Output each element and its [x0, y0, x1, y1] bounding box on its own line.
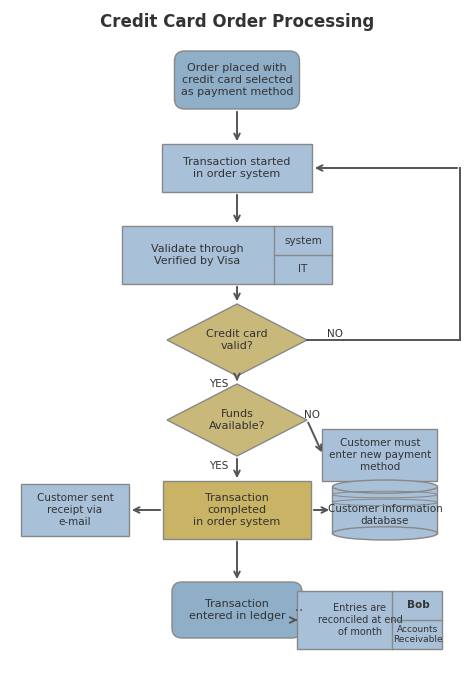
Text: Credit card
valid?: Credit card valid?: [206, 329, 268, 351]
Text: Entries are
reconciled at end
of month: Entries are reconciled at end of month: [318, 603, 402, 637]
Bar: [122, 226, 332, 284]
Text: Validate through
Verified by Visa: Validate through Verified by Visa: [151, 244, 243, 266]
Polygon shape: [167, 384, 307, 456]
Text: Bob: Bob: [407, 601, 429, 610]
FancyBboxPatch shape: [172, 582, 302, 638]
Text: YES: YES: [210, 461, 228, 471]
Bar: [21, 484, 129, 536]
Text: YES: YES: [210, 379, 228, 389]
Text: Transaction started
in order system: Transaction started in order system: [183, 157, 291, 179]
Text: system: system: [284, 235, 322, 246]
Text: Funds
Available?: Funds Available?: [209, 409, 265, 431]
Polygon shape: [167, 304, 307, 376]
Text: Transaction
completed
in order system: Transaction completed in order system: [193, 493, 281, 527]
Text: Customer must
enter new payment
method: Customer must enter new payment method: [329, 439, 431, 472]
Ellipse shape: [332, 480, 438, 493]
Bar: [162, 144, 312, 192]
Text: NO: NO: [327, 329, 343, 339]
Ellipse shape: [332, 527, 438, 540]
FancyBboxPatch shape: [174, 51, 300, 109]
Text: Transaction
entered in ledger: Transaction entered in ledger: [189, 599, 285, 621]
Text: IT: IT: [298, 264, 308, 275]
Text: Credit Card Order Processing: Credit Card Order Processing: [100, 13, 374, 31]
Bar: [322, 429, 438, 481]
Text: Accounts
Receivable: Accounts Receivable: [393, 625, 443, 644]
Bar: [298, 591, 443, 649]
Text: Customer sent
receipt via
e-mail: Customer sent receipt via e-mail: [36, 493, 113, 527]
Text: Order placed with
credit card selected
as payment method: Order placed with credit card selected a…: [181, 64, 293, 97]
Bar: [163, 481, 311, 539]
Bar: [332, 486, 438, 534]
Text: NO: NO: [304, 410, 320, 420]
Text: Customer information
database: Customer information database: [328, 504, 442, 526]
